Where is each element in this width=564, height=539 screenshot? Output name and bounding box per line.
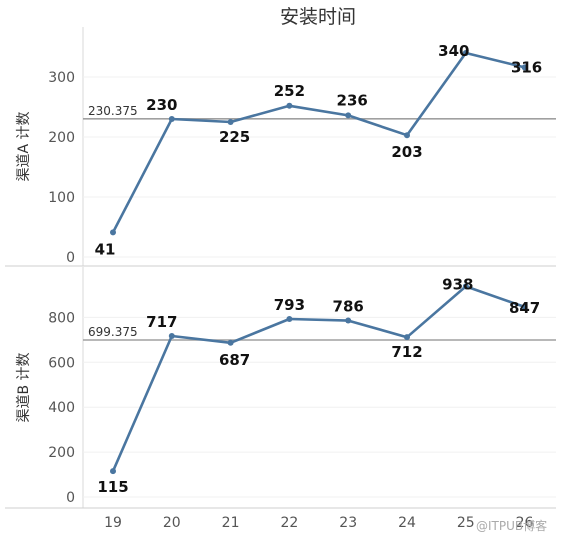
reference-line-label: 230.375 bbox=[88, 104, 138, 118]
data-label: 712 bbox=[391, 343, 422, 361]
x-tick-label: 25 bbox=[457, 515, 475, 531]
data-label: 41 bbox=[95, 240, 116, 258]
data-label: 847 bbox=[509, 299, 540, 317]
data-point bbox=[168, 333, 175, 340]
y-tick-label: 600 bbox=[48, 355, 75, 371]
data-point bbox=[521, 64, 528, 71]
data-point bbox=[345, 112, 352, 119]
x-tick-label: 19 bbox=[104, 515, 122, 531]
x-tick-label: 26 bbox=[516, 515, 534, 531]
y-tick-label: 200 bbox=[48, 130, 75, 146]
data-label: 340 bbox=[438, 42, 469, 60]
y-tick-label: 0 bbox=[66, 250, 75, 266]
data-label: 316 bbox=[511, 58, 542, 76]
data-label: 687 bbox=[219, 351, 250, 369]
data-point bbox=[404, 132, 410, 139]
y-tick-label: 400 bbox=[48, 400, 75, 416]
data-point bbox=[227, 119, 234, 125]
data-label: 252 bbox=[274, 82, 305, 100]
series-line bbox=[111, 285, 526, 473]
x-tick-label: 23 bbox=[339, 515, 357, 531]
x-tick-label: 21 bbox=[222, 515, 240, 531]
y-tick-label: 300 bbox=[48, 70, 75, 86]
panels: 0 100 200 300 渠道A 计数 230.375 41 230 225 252 236 203… bbox=[5, 27, 556, 509]
data-point bbox=[404, 334, 410, 341]
data-point bbox=[286, 315, 293, 322]
chart-title: 安装时间 bbox=[280, 6, 356, 28]
data-label: 236 bbox=[337, 91, 368, 109]
data-point bbox=[286, 102, 293, 109]
series-line bbox=[111, 51, 526, 234]
y-axis-title: 渠道B 计数 bbox=[16, 352, 32, 422]
y-axis-title: 渠道A 计数 bbox=[16, 111, 32, 181]
y-tick-label: 100 bbox=[48, 190, 75, 206]
x-tick-label: 22 bbox=[280, 515, 298, 531]
data-point bbox=[110, 229, 116, 236]
data-label: 717 bbox=[146, 313, 177, 331]
y-tick-label: 800 bbox=[48, 310, 75, 326]
data-label: 225 bbox=[219, 128, 250, 146]
data-label: 230 bbox=[146, 96, 177, 114]
data-point bbox=[168, 116, 175, 122]
y-tick-label: 200 bbox=[48, 445, 75, 461]
data-point bbox=[462, 50, 469, 56]
x-tick-label: 20 bbox=[163, 515, 181, 531]
panel-b: 0 200 400 600 800 渠道B 计数 699.375 115 717 687 793 78… bbox=[5, 267, 556, 509]
watermark: @ITPUB博客 bbox=[476, 518, 547, 533]
reference-line-label: 699.375 bbox=[88, 325, 138, 339]
x-tick-label: 24 bbox=[398, 515, 416, 531]
data-point bbox=[462, 283, 469, 290]
data-label: 938 bbox=[442, 275, 473, 293]
data-label: 786 bbox=[333, 298, 364, 316]
data-point bbox=[521, 303, 528, 310]
data-point bbox=[227, 339, 234, 346]
data-label: 203 bbox=[391, 143, 422, 161]
y-tick-label: 0 bbox=[66, 490, 75, 506]
x-axis: 19 20 21 22 23 24 25 26 bbox=[104, 515, 534, 531]
panel-a: 0 100 200 300 渠道A 计数 230.375 41 230 225 252 236 203… bbox=[5, 27, 556, 267]
data-label: 793 bbox=[274, 296, 305, 314]
data-point bbox=[345, 317, 352, 324]
data-label: 115 bbox=[97, 478, 128, 496]
data-point bbox=[110, 468, 116, 475]
